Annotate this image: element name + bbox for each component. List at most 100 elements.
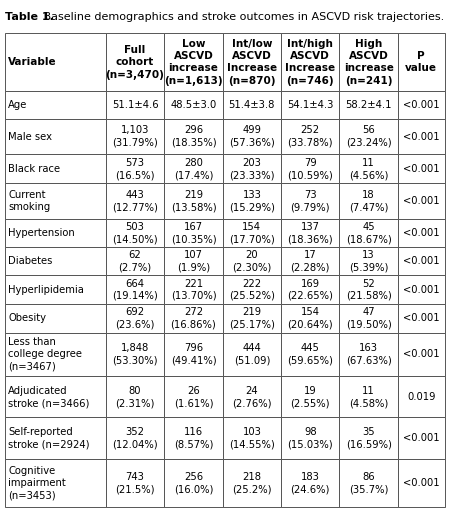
Text: Male sex: Male sex	[8, 132, 52, 142]
Text: 444
(51.09): 444 (51.09)	[234, 343, 270, 366]
Text: 183
(24.6%): 183 (24.6%)	[291, 472, 330, 494]
Bar	[398, 219, 445, 247]
Bar	[5, 119, 106, 154]
Text: 13
(5.39%): 13 (5.39%)	[349, 250, 388, 272]
Text: 24
(2.76%): 24 (2.76%)	[232, 386, 272, 408]
Text: <0.001: <0.001	[403, 100, 440, 110]
Text: <0.001: <0.001	[403, 349, 440, 359]
Text: 116
(8.57%): 116 (8.57%)	[174, 427, 213, 449]
Text: Obesity: Obesity	[8, 314, 46, 323]
Text: 222
(25.52%): 222 (25.52%)	[229, 279, 275, 301]
Text: 35
(16.59%): 35 (16.59%)	[346, 427, 392, 449]
Text: 154
(20.64%): 154 (20.64%)	[288, 307, 333, 330]
Text: <0.001: <0.001	[403, 285, 440, 295]
Text: Hyperlipidemia: Hyperlipidemia	[8, 285, 84, 295]
Bar	[223, 459, 281, 507]
Text: 692
(23.6%): 692 (23.6%)	[115, 307, 155, 330]
Text: 20
(2.30%): 20 (2.30%)	[232, 250, 271, 272]
Text: Variable: Variable	[8, 57, 57, 67]
Bar	[281, 33, 339, 91]
Text: 79
(10.59%): 79 (10.59%)	[288, 158, 333, 180]
Text: 503
(14.50%): 503 (14.50%)	[112, 222, 158, 244]
Bar	[339, 304, 398, 333]
Bar	[223, 219, 281, 247]
Text: High
ASCVD
increase
(n=241): High ASCVD increase (n=241)	[344, 39, 394, 85]
Bar	[223, 333, 281, 376]
Bar	[281, 418, 339, 459]
Text: 58.2±4.1: 58.2±4.1	[346, 100, 392, 110]
Bar	[164, 376, 223, 418]
Bar	[223, 376, 281, 418]
Text: 133
(15.29%): 133 (15.29%)	[229, 190, 275, 212]
Text: 167
(10.35%): 167 (10.35%)	[171, 222, 216, 244]
Bar	[223, 183, 281, 219]
Bar	[398, 183, 445, 219]
Text: 48.5±3.0: 48.5±3.0	[171, 100, 216, 110]
Text: Diabetes: Diabetes	[8, 256, 53, 266]
Text: 51.1±4.6: 51.1±4.6	[112, 100, 158, 110]
Text: 107
(1.9%): 107 (1.9%)	[177, 250, 210, 272]
Text: <0.001: <0.001	[403, 314, 440, 323]
Bar	[398, 333, 445, 376]
Text: 52
(21.58%): 52 (21.58%)	[346, 279, 392, 301]
Bar	[106, 119, 164, 154]
Bar	[339, 119, 398, 154]
Text: 11
(4.58%): 11 (4.58%)	[349, 386, 388, 408]
Text: 252
(33.78%): 252 (33.78%)	[288, 126, 333, 148]
Text: Cognitive
impairment
(n=3453): Cognitive impairment (n=3453)	[8, 466, 66, 501]
Bar	[164, 119, 223, 154]
Text: 1,103
(31.79%): 1,103 (31.79%)	[112, 126, 158, 148]
Bar	[106, 247, 164, 275]
Bar	[106, 459, 164, 507]
Bar	[339, 91, 398, 119]
Bar	[5, 154, 106, 183]
Text: 280
(17.4%): 280 (17.4%)	[174, 158, 213, 180]
Bar	[223, 119, 281, 154]
Bar	[398, 418, 445, 459]
Text: 51.4±3.8: 51.4±3.8	[229, 100, 275, 110]
Text: 11
(4.56%): 11 (4.56%)	[349, 158, 388, 180]
Text: Hypertension: Hypertension	[8, 228, 75, 238]
Bar	[164, 33, 223, 91]
Bar	[223, 304, 281, 333]
Bar	[164, 275, 223, 304]
Text: <0.001: <0.001	[403, 228, 440, 238]
Bar	[5, 247, 106, 275]
Bar	[164, 459, 223, 507]
Text: Full
cohort
(n=3,470): Full cohort (n=3,470)	[106, 45, 165, 79]
Bar	[398, 91, 445, 119]
Text: 86
(35.7%): 86 (35.7%)	[349, 472, 388, 494]
Text: Current
smoking: Current smoking	[8, 190, 50, 212]
Bar	[339, 376, 398, 418]
Text: 256
(16.0%): 256 (16.0%)	[174, 472, 213, 494]
Bar	[106, 219, 164, 247]
Bar	[223, 91, 281, 119]
Bar	[339, 418, 398, 459]
Bar	[164, 219, 223, 247]
Bar	[5, 418, 106, 459]
Text: 73
(9.79%): 73 (9.79%)	[291, 190, 330, 212]
Bar	[398, 459, 445, 507]
Bar	[398, 376, 445, 418]
Bar	[106, 275, 164, 304]
Text: 47
(19.50%): 47 (19.50%)	[346, 307, 392, 330]
Text: Black race: Black race	[8, 164, 60, 174]
Bar	[106, 333, 164, 376]
Text: <0.001: <0.001	[403, 478, 440, 488]
Text: 573
(16.5%): 573 (16.5%)	[115, 158, 155, 180]
Bar	[5, 304, 106, 333]
Bar	[223, 33, 281, 91]
Bar	[106, 183, 164, 219]
Text: Adjudicated
stroke (n=3466): Adjudicated stroke (n=3466)	[8, 386, 90, 408]
Bar	[223, 154, 281, 183]
Bar	[281, 304, 339, 333]
Text: 62
(2.7%): 62 (2.7%)	[118, 250, 152, 272]
Bar	[164, 247, 223, 275]
Bar	[106, 154, 164, 183]
Text: 17
(2.28%): 17 (2.28%)	[291, 250, 330, 272]
Bar	[5, 275, 106, 304]
Bar	[339, 33, 398, 91]
Bar	[223, 418, 281, 459]
Bar	[164, 304, 223, 333]
Text: 743
(21.5%): 743 (21.5%)	[115, 472, 155, 494]
